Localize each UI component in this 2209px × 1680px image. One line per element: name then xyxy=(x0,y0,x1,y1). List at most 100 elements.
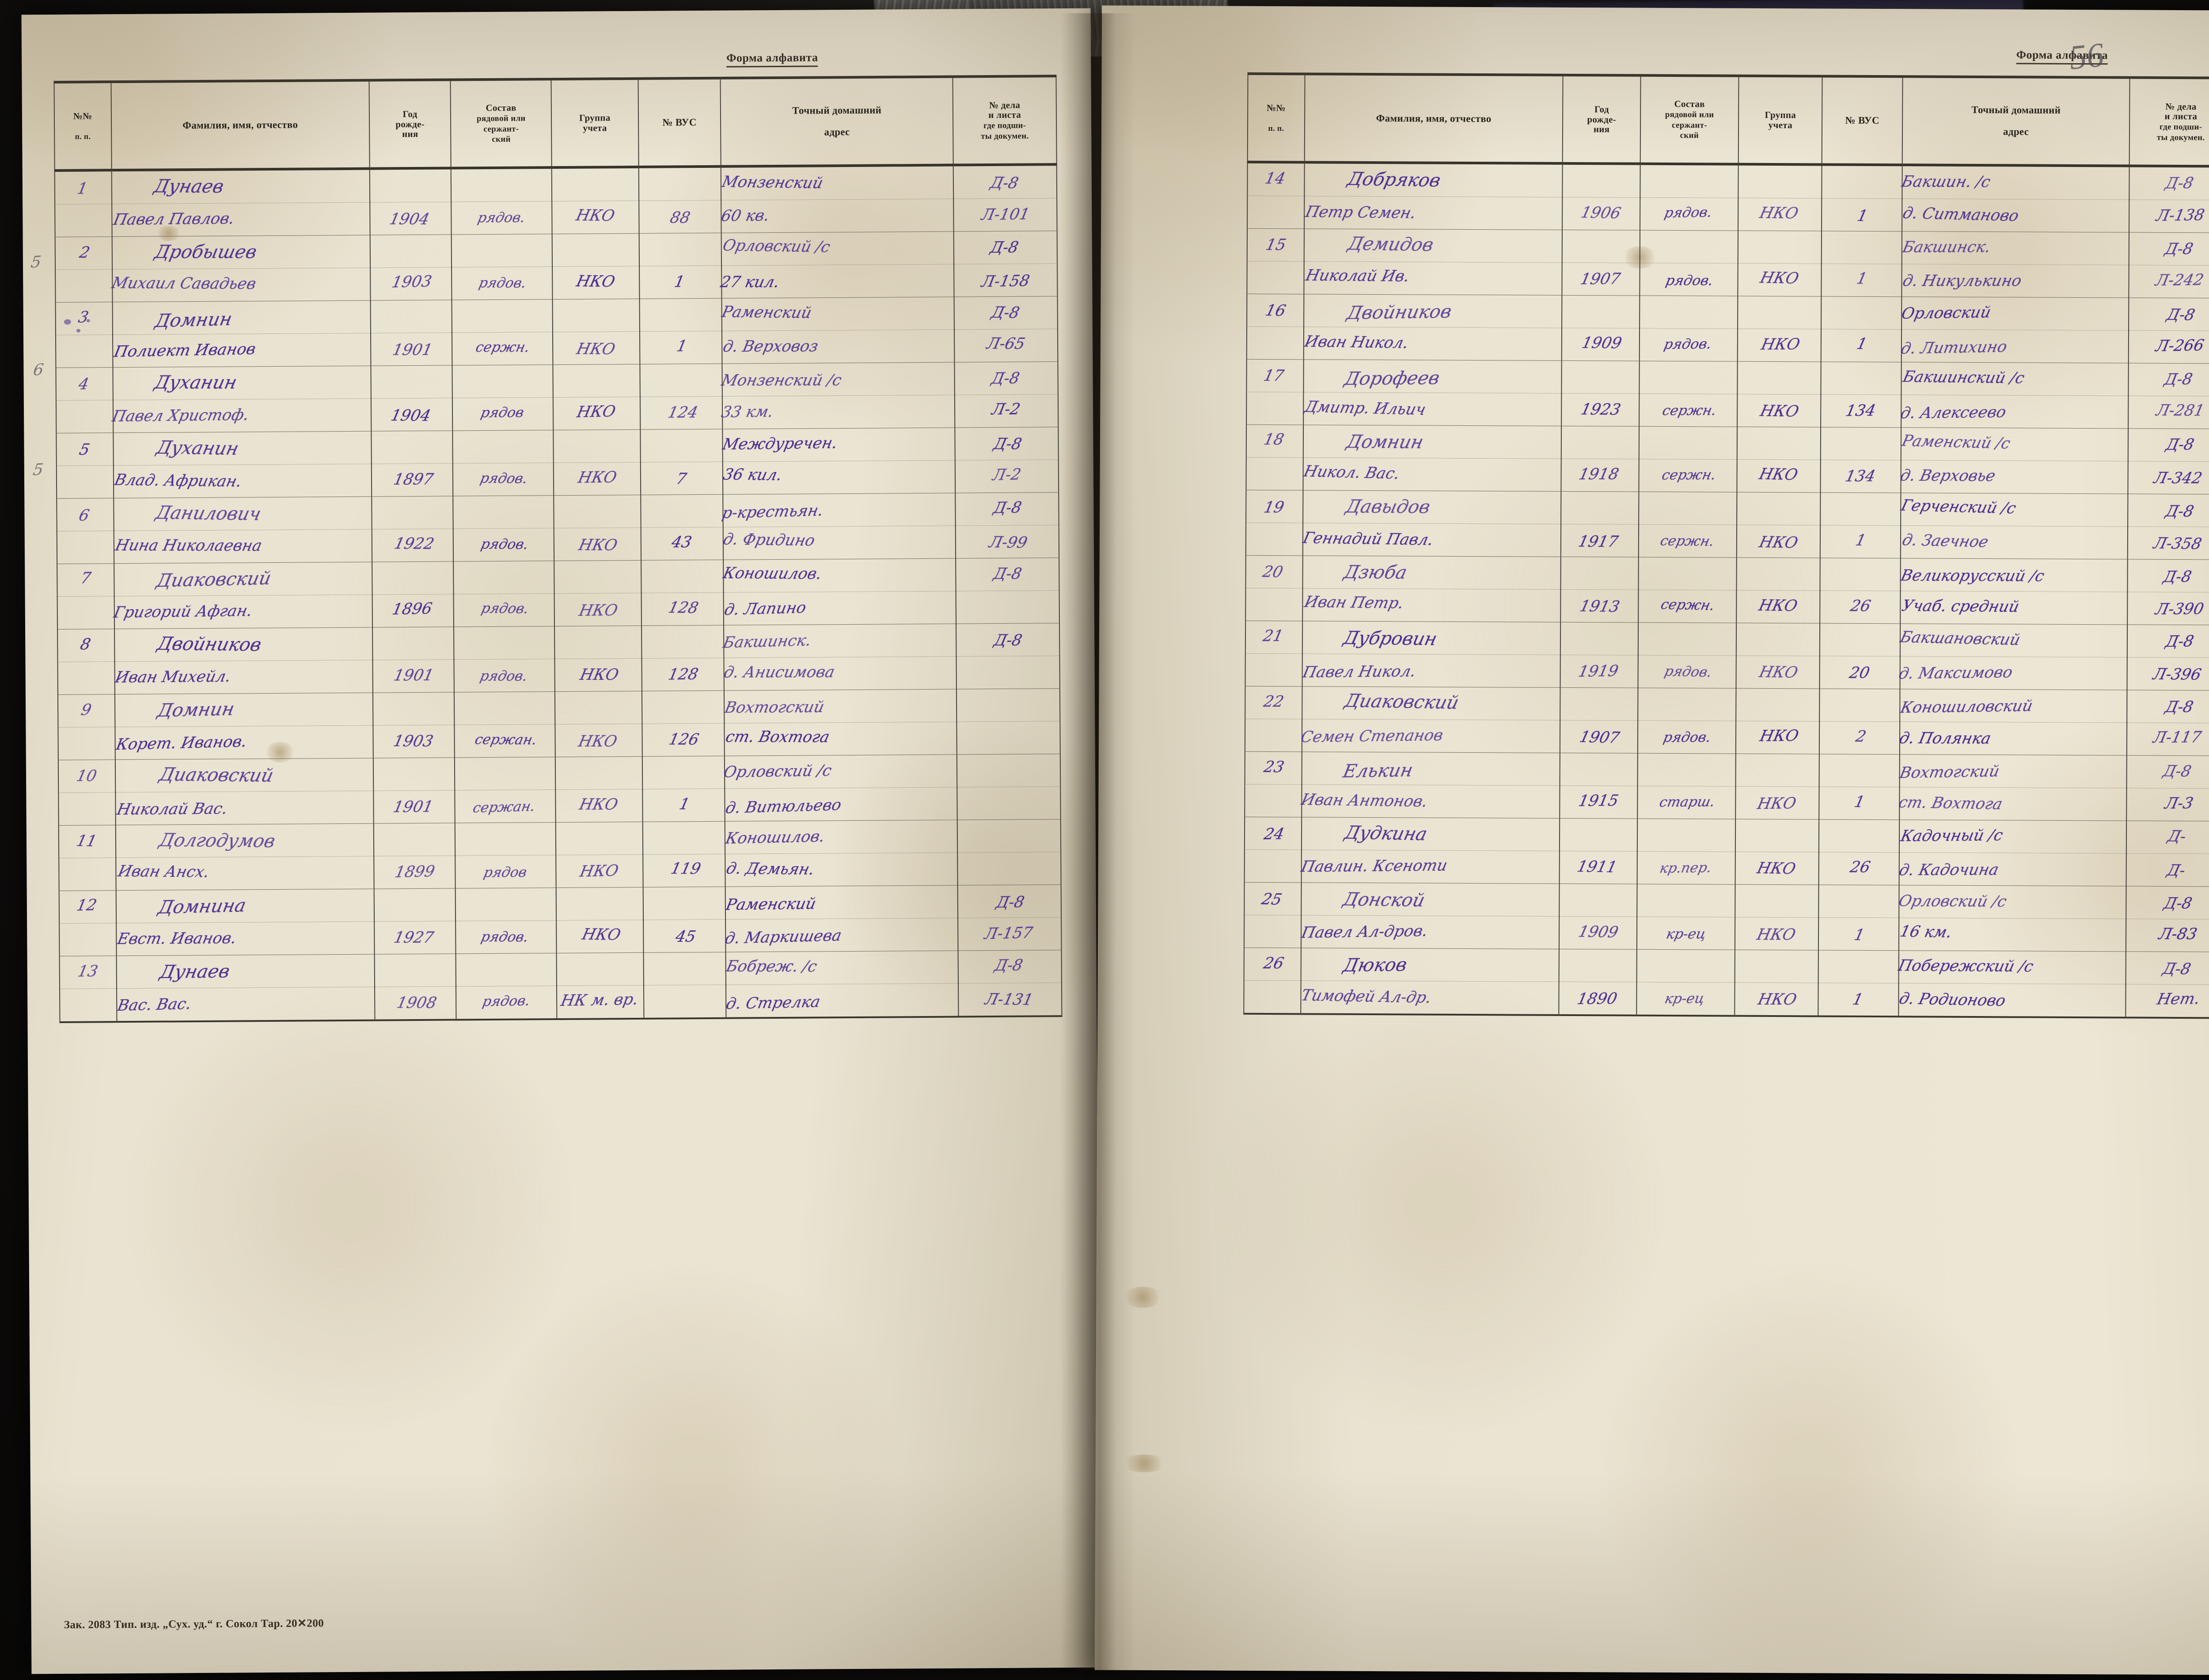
table-row: 1 Дунаев Монзенский Д-8 xyxy=(54,164,1057,205)
empty-cell xyxy=(452,299,553,333)
surname-cell: Диаковский xyxy=(1302,686,1560,721)
col-header-vus: № ВУС xyxy=(1822,76,1903,165)
given-name-cell: Михаил Савадьев xyxy=(110,268,371,302)
vus-cell: 1 xyxy=(1820,525,1901,558)
empty-cell xyxy=(1244,915,1301,948)
empty-cell xyxy=(1560,687,1638,721)
empty-cell xyxy=(1560,818,1638,852)
address-cell-top: Вохтогский xyxy=(723,689,957,724)
row-number-17: 17 xyxy=(1246,359,1304,392)
table-row: Дмитр. Ильич 1923 сержн. НКО 134 д. Алексеево… xyxy=(1246,392,2209,429)
table-row: 12 Домнина Раменский Д-8 xyxy=(59,884,1062,924)
case-cell-top: Д-8 xyxy=(2128,428,2209,462)
group-cell: НКО xyxy=(553,331,640,365)
empty-cell xyxy=(1246,326,1304,360)
empty-cell xyxy=(641,690,725,724)
birth-year-cell: 1922 xyxy=(372,528,454,562)
col-header-case: № дела и листа где подши- ты докумен. xyxy=(953,76,1057,165)
table-row: 19 Давыдов Герченский /с Д-8 xyxy=(1246,490,2209,527)
surname-cell: Давыдов xyxy=(1302,490,1561,524)
empty-cell xyxy=(454,626,555,660)
composition-cell: сержн. xyxy=(452,332,553,365)
empty-cell xyxy=(55,269,113,303)
composition-cell: рядов. xyxy=(1639,328,1738,362)
row-number-18: 18 xyxy=(1246,425,1303,458)
table-row: 21 Дубровин Бакшановский Д-8 xyxy=(1245,621,2209,658)
empty-cell xyxy=(1245,719,1302,752)
case-cell-top: Д-8 xyxy=(2129,297,2209,331)
address-cell-top: Бакшинск. xyxy=(722,624,956,658)
vus-cell: 1 xyxy=(1821,329,1902,362)
vus-cell: 1 xyxy=(642,789,725,822)
empty-cell xyxy=(1245,588,1303,621)
address-cell-bottom: ст. Вохтога xyxy=(1897,787,2127,821)
vus-cell: 124 xyxy=(640,396,723,430)
group-cell: НКО xyxy=(555,724,642,757)
table-row: Павел Никол. 1919 рядов. НКО 20 д. Максимово Л… xyxy=(1245,653,2209,690)
case-cell-top: Д-8 xyxy=(2129,232,2209,266)
surname-cell: Данилович xyxy=(113,497,372,531)
row-number-8: 8 xyxy=(57,629,115,662)
vus-cell: 1 xyxy=(1818,982,1899,1017)
table-row: 17 Дорофеев Бакшинский /с Д-8 xyxy=(1246,359,2209,397)
vus-cell: 1 xyxy=(639,331,722,364)
case-cell-top: Д-8 xyxy=(2128,493,2209,527)
case-cell-top: Д-8 xyxy=(956,557,1059,592)
table-row: Иван Ансх. 1899 рядов НКО 119 д. Демьян. xyxy=(59,852,1061,891)
address-cell-top: Орловский /с xyxy=(1897,885,2126,919)
empty-cell xyxy=(55,204,112,237)
surname-cell: Добряков xyxy=(1304,162,1563,197)
address-cell-top: Бакшин. /с xyxy=(1900,165,2130,200)
address-cell-top: Раменский /с xyxy=(1900,427,2129,461)
given-name-cell: Евст. Иванов. xyxy=(115,922,375,956)
case-cell-bottom: Л-281 xyxy=(2128,395,2209,429)
birth-year-cell: 1903 xyxy=(370,267,452,301)
case-cell-bottom xyxy=(956,590,1060,624)
empty-cell xyxy=(372,692,455,726)
row-number-10: 10 xyxy=(58,759,115,793)
group-cell: НКО xyxy=(1738,263,1822,296)
given-name-cell: Иван Никол. xyxy=(1303,326,1562,361)
birth-year-cell: 1907 xyxy=(1560,720,1638,754)
empty-cell xyxy=(1637,884,1735,918)
address-cell-bottom: 60 кв. xyxy=(720,199,954,233)
empty-cell xyxy=(59,857,116,891)
address-cell-bottom: д. Кадочина xyxy=(1898,852,2127,886)
birth-year-cell: 1904 xyxy=(371,398,453,432)
empty-cell xyxy=(1821,361,1902,395)
table-row: Николай Ив. 1907 рядов. НКО 1 д. Никулькино Л-… xyxy=(1247,261,2209,299)
empty-cell xyxy=(374,888,456,922)
empty-cell xyxy=(372,561,454,595)
empty-cell xyxy=(1246,392,1304,425)
address-cell-top: р-крестьян. xyxy=(721,493,956,527)
case-cell-top: Д-8 xyxy=(2127,559,2209,592)
address-cell-top: Бобреж. /с xyxy=(725,951,959,985)
row-number-3: 3 xyxy=(55,302,113,335)
group-cell: НКО xyxy=(554,593,641,626)
table-row: Павлин. Ксеноти 1911 кр.пер. НКО 26 д. Кадочи… xyxy=(1244,849,2209,887)
table-row: Павел Павлов. 1904 рядов. НКО 88 60 кв. Л-101 xyxy=(55,198,1057,237)
address-cell-bottom: д. Родионово xyxy=(1897,983,2126,1018)
row-number-14: 14 xyxy=(1247,162,1305,196)
case-cell-top xyxy=(956,688,1060,722)
table-row: 4 Духанин Монзенский /с Д-8 xyxy=(56,361,1058,401)
composition-cell: рядов. xyxy=(456,986,557,1020)
vus-cell: 26 xyxy=(1820,590,1901,624)
row-number-20: 20 xyxy=(1245,555,1303,588)
row-number-19: 19 xyxy=(1246,490,1303,523)
empty-cell xyxy=(639,298,722,332)
address-cell-top: Герченский /с xyxy=(1899,493,2128,527)
empty-cell xyxy=(639,233,722,266)
empty-cell xyxy=(1562,230,1640,263)
empty-cell xyxy=(641,560,724,593)
empty-cell xyxy=(1737,361,1822,394)
empty-cell xyxy=(451,234,553,267)
vus-cell: 2 xyxy=(1819,721,1900,755)
empty-cell xyxy=(1246,457,1303,490)
empty-cell xyxy=(638,166,721,201)
birth-year-cell: 1890 xyxy=(1559,982,1637,1016)
empty-cell xyxy=(552,233,639,267)
given-name-cell: Петр Семен. xyxy=(1304,196,1563,230)
table-row: 6 Данилович р-крестьян. Д-8 xyxy=(57,492,1059,531)
case-cell-bottom: Л-83 xyxy=(2126,918,2209,952)
